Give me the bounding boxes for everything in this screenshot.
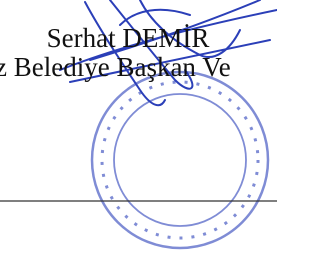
stamp: [92, 72, 268, 248]
page: {"signature": {"name": "Serhat DEMİR", "…: [0, 0, 277, 275]
stamp-inner-ring: [114, 94, 246, 226]
stamp-outer-ring: [92, 72, 268, 248]
signature-block: Serhat DEMİR z Belediye Başkan Ve: [0, 0, 277, 275]
stamp-lettering: [102, 82, 258, 238]
signer-title: z Belediye Başkan Ve: [0, 52, 231, 82]
signer-name: Serhat DEMİR: [47, 23, 210, 53]
